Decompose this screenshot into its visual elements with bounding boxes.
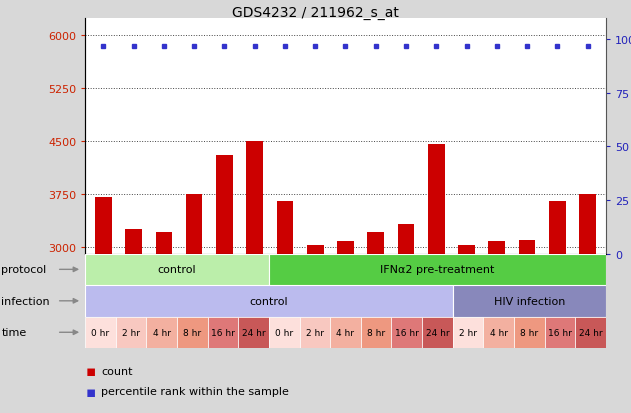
Text: time: time [1, 328, 27, 337]
Bar [428, 145, 445, 254]
Bar [519, 240, 535, 254]
Bar [422, 317, 452, 348]
Text: 8 hr: 8 hr [520, 328, 538, 337]
Bar [300, 317, 330, 348]
Bar [367, 233, 384, 254]
Text: control: control [250, 296, 288, 306]
Text: GDS4232 / 211962_s_at: GDS4232 / 211962_s_at [232, 6, 399, 20]
Text: 8 hr: 8 hr [367, 328, 385, 337]
Bar [85, 317, 116, 348]
Text: HIV infection: HIV infection [493, 296, 565, 306]
Bar [337, 241, 354, 254]
Text: infection: infection [1, 296, 50, 306]
Text: percentile rank within the sample: percentile rank within the sample [101, 387, 289, 396]
Text: 0 hr: 0 hr [275, 328, 293, 337]
Bar [85, 254, 269, 285]
Text: 24 hr: 24 hr [425, 328, 449, 337]
Bar [458, 246, 475, 254]
Bar [85, 285, 452, 317]
Text: protocol: protocol [1, 265, 47, 275]
Text: 0 hr: 0 hr [91, 328, 110, 337]
Bar [391, 317, 422, 348]
Bar [398, 225, 415, 254]
Text: 16 hr: 16 hr [548, 328, 572, 337]
Bar [330, 317, 361, 348]
Bar [452, 285, 606, 317]
Bar [269, 317, 300, 348]
Bar [239, 317, 269, 348]
Text: ▪: ▪ [85, 363, 95, 378]
Bar [177, 317, 208, 348]
Bar [216, 156, 233, 254]
Text: 24 hr: 24 hr [579, 328, 602, 337]
Text: 16 hr: 16 hr [395, 328, 418, 337]
Bar [95, 198, 112, 254]
Text: ▪: ▪ [85, 384, 95, 399]
Bar [307, 246, 324, 254]
Bar [549, 201, 565, 254]
Bar [186, 194, 203, 254]
Bar [208, 317, 239, 348]
Text: 16 hr: 16 hr [211, 328, 235, 337]
Text: control: control [158, 265, 196, 275]
Text: 2 hr: 2 hr [306, 328, 324, 337]
Text: 4 hr: 4 hr [490, 328, 507, 337]
Bar [246, 142, 263, 254]
Bar [156, 233, 172, 254]
Bar [116, 317, 146, 348]
Bar [483, 317, 514, 348]
Bar [514, 317, 545, 348]
Text: 24 hr: 24 hr [242, 328, 266, 337]
Bar [488, 241, 505, 254]
Bar [126, 229, 142, 254]
Text: 4 hr: 4 hr [336, 328, 355, 337]
Text: 2 hr: 2 hr [122, 328, 140, 337]
Bar [361, 317, 391, 348]
Text: 8 hr: 8 hr [183, 328, 201, 337]
Text: 2 hr: 2 hr [459, 328, 477, 337]
Text: count: count [101, 366, 133, 376]
Text: 4 hr: 4 hr [153, 328, 171, 337]
Bar [276, 201, 293, 254]
Bar [575, 317, 606, 348]
Bar [545, 317, 575, 348]
Bar [146, 317, 177, 348]
Text: IFNα2 pre-treatment: IFNα2 pre-treatment [380, 265, 495, 275]
Bar [452, 317, 483, 348]
Bar [579, 194, 596, 254]
Bar [269, 254, 606, 285]
